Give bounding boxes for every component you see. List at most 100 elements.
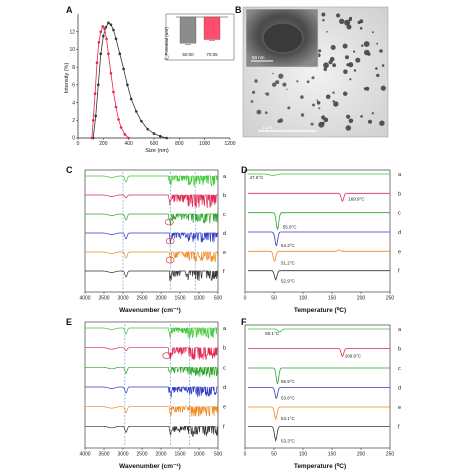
panel-f: F 0 50 100 150 200 250 a 60.1°C b 169.9°C c 55.9°C d… [241,317,402,470]
x-tick-label: 0 [244,452,247,458]
tem-particle [357,20,361,25]
tem-particle [363,87,367,91]
x-tick-label: 100 [299,452,308,458]
tem-scale-label: 2 μm [262,125,272,130]
tem-particle [265,92,270,96]
trace-e [247,406,390,421]
trace-label: e [398,249,401,255]
panel-a-series [90,21,168,140]
series-line-1 [91,25,129,139]
panel-f-letter: F [241,317,247,327]
trace-c [247,212,390,230]
trace-e [85,251,219,263]
x-tick-label: 200 [357,452,366,458]
tem-particle [353,50,356,53]
series-point-1 [105,37,108,41]
peak-annotation: 54.3°C [281,243,296,248]
panel-d-plot: 0 50 100 150 200 250 a 47.6°C b 169.9°C c 55.9°C d 54… [244,169,402,302]
x-tick-label: 400 [124,141,133,147]
plot-frame [244,169,391,293]
tem-particle [310,122,314,126]
tem-particle [296,80,299,83]
peak-annotation: 52.9°C [281,279,296,284]
panel-f-xlabel: Temperature (⁰C) [294,462,346,470]
tem-particle [348,18,352,22]
tem-particle [342,43,348,49]
y-tick-label: 6 [72,83,75,89]
tem-particle [339,18,345,24]
trace-label: d [223,385,226,391]
x-tick-label: 3500 [98,296,109,302]
series-point-0 [118,52,122,56]
trace-label: c [223,365,226,371]
x-tick-label: 500 [214,296,223,302]
series-point-1 [123,133,127,136]
tem-particle [348,118,354,124]
series-point-1 [93,92,97,96]
trace-e [247,249,390,262]
series-point-0 [134,110,138,113]
tem-particle [376,42,379,45]
tem-particle [325,94,331,100]
x-tick-label: 600 [150,141,159,147]
tem-particle [287,106,291,110]
tem-particle [380,85,386,91]
trace-label: b [223,346,226,352]
panel-c: C 4000 3500 3000 2500 2000 1500 1000 500abcdef … [66,165,227,314]
series-point-1 [95,61,99,65]
series-point-0 [107,21,110,25]
y-tick-label: 12 [69,29,75,35]
x-tick-label: 800 [175,141,184,147]
plot-frame [84,321,219,449]
tem-particle [256,109,262,115]
y-tick-label: 8 [72,65,75,71]
tem-particle [282,82,287,87]
tem-particle [346,114,351,119]
panel-b-letter: B [235,5,242,15]
trace-a [85,327,218,339]
series-point-1 [99,30,103,34]
x-tick-label: 2500 [136,296,147,302]
tem-particle [265,111,268,114]
series-point-1 [103,27,106,31]
tem-particle [277,119,282,123]
series-point-0 [129,97,133,101]
trace-c [85,213,219,225]
panel-c-plot: 4000 3500 3000 2500 2000 1500 1000 500 a b c d e f [79,169,227,302]
inset-bar [179,16,197,44]
tem-particle [254,79,258,83]
series-point-0 [140,119,143,123]
y-tick-label: 0 [72,136,75,142]
trace-label: f [398,425,400,431]
tem-particle [300,113,305,117]
x-tick-label: 0 [244,296,247,302]
panel-a-inset-bar-chart: ζ_Potential (mV) 50:00 70:05 [164,13,235,61]
trace-label: b [398,191,401,197]
tem-particle [272,72,274,75]
trace-label: c [223,212,226,218]
tem-particle [278,73,284,79]
tem-particle [286,88,288,91]
tem-particle [346,63,350,67]
panel-e-plot: 4000 3500 3000 2500 2000 1500 1000 500 a b c d e f [79,321,227,458]
series-point-0 [94,114,98,118]
series-line-0 [92,22,167,139]
tem-particle [360,115,363,118]
x-tick-label: 1000 [193,296,204,302]
trace-c [247,367,390,385]
tem-particle [371,112,374,115]
trace-label: a [223,174,227,180]
tem-particle [318,107,321,110]
tem-particles [250,12,386,131]
trace-b [247,348,390,357]
trace-d [85,232,218,244]
peak-annotation: 60.1°C [265,331,280,336]
series-point-0 [159,134,162,138]
x-tick-label: 1500 [174,452,185,458]
trace-b [247,192,390,202]
trace-f [85,425,219,437]
tem-particle [272,82,277,87]
series-point-1 [119,126,123,129]
panel-d-letter: D [241,165,248,175]
